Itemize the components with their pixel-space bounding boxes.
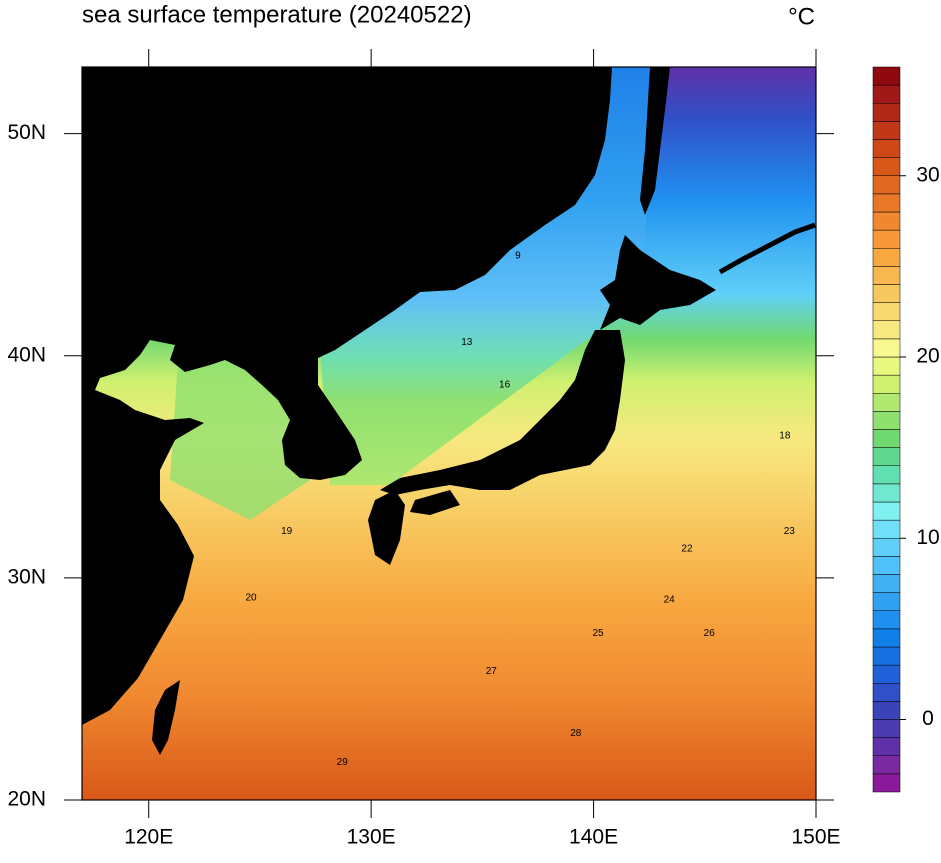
colorbar-box <box>872 465 901 485</box>
x-tick-label: 140E <box>569 826 618 849</box>
contour-label: 25 <box>592 628 604 639</box>
colorbar-box <box>872 302 901 321</box>
colorbar-tick-label: 20 <box>916 345 939 368</box>
colorbar-box <box>872 592 901 611</box>
contour-label: 20 <box>245 593 257 604</box>
colorbar-tick-label: 30 <box>916 163 939 186</box>
colorbar-box <box>872 701 901 720</box>
land <box>82 67 816 755</box>
hokkaido <box>600 235 716 330</box>
contour-label: 27 <box>486 666 498 677</box>
y-tick-label: 20N <box>7 788 46 811</box>
title: sea surface temperature (20240522) <box>82 1 472 28</box>
contour-label: 16 <box>499 379 511 390</box>
colorbar-box <box>872 320 901 340</box>
colorbar-box <box>872 266 901 285</box>
colorbar-box <box>872 356 901 376</box>
x-tick-label: 120E <box>124 826 173 849</box>
y-tick-label: 40N <box>7 343 46 366</box>
colorbar-tick-label: 10 <box>916 526 939 549</box>
colorbar-box <box>872 393 901 412</box>
contour-label: 29 <box>337 757 349 768</box>
colorbar-box <box>872 338 901 358</box>
colorbar-box <box>872 211 901 231</box>
contour-label: 24 <box>664 595 676 606</box>
map-frame <box>81 66 817 801</box>
colorbar-box <box>872 374 901 394</box>
colorbar-box <box>872 646 901 666</box>
kyushu <box>368 490 405 565</box>
colorbar-box <box>872 755 901 775</box>
contour-label: 9 <box>515 250 521 261</box>
colorbar-box <box>872 501 901 521</box>
mainland <box>82 67 612 725</box>
colorbar-box <box>872 66 901 86</box>
colorbar-box <box>872 773 901 793</box>
colorbar-box <box>872 628 901 648</box>
colorbar-box <box>872 139 901 158</box>
colorbar-box <box>872 157 901 176</box>
colorbar-box <box>872 737 901 756</box>
colorbar-box <box>872 719 901 738</box>
colorbar-box <box>872 229 901 249</box>
colorbar-box <box>872 610 901 630</box>
sakhalin <box>640 67 670 215</box>
contour-label: 18 <box>779 430 791 441</box>
colorbar-box <box>872 664 901 684</box>
colorbar-box <box>872 248 901 267</box>
kurils <box>718 222 816 275</box>
colorbar-box <box>872 429 901 448</box>
colorbar-box <box>872 483 901 503</box>
colorbar-box <box>872 447 901 466</box>
honshu <box>380 330 625 495</box>
contour-label: 23 <box>784 526 796 537</box>
colorbar-box <box>872 538 901 557</box>
contour-label: 13 <box>461 337 473 348</box>
contour-label: 19 <box>281 526 293 537</box>
taiwan <box>152 680 180 755</box>
colorbar-box <box>872 121 901 140</box>
colorbar-box <box>872 556 901 575</box>
colorbar-box <box>872 683 901 702</box>
colorbar-box <box>872 519 901 539</box>
colorbar-box <box>872 284 901 303</box>
contour-label: 26 <box>704 628 716 639</box>
y-tick-label: 50N <box>7 121 46 144</box>
colorbar-box <box>872 411 901 430</box>
x-tick-label: 150E <box>791 826 840 849</box>
shikoku <box>410 490 460 515</box>
colorbar-box <box>872 84 901 104</box>
contour-label: 22 <box>681 544 693 555</box>
colorbar-box <box>872 193 901 213</box>
colorbar-box <box>872 175 901 195</box>
colorbar-tick-label: 0 <box>922 707 934 730</box>
y-tick-label: 30N <box>7 565 46 588</box>
colorbar-box <box>872 574 901 593</box>
contour-label: 28 <box>570 728 582 739</box>
colorbar-box <box>872 103 901 122</box>
x-tick-label: 130E <box>347 826 396 849</box>
unit: °C <box>788 3 815 30</box>
